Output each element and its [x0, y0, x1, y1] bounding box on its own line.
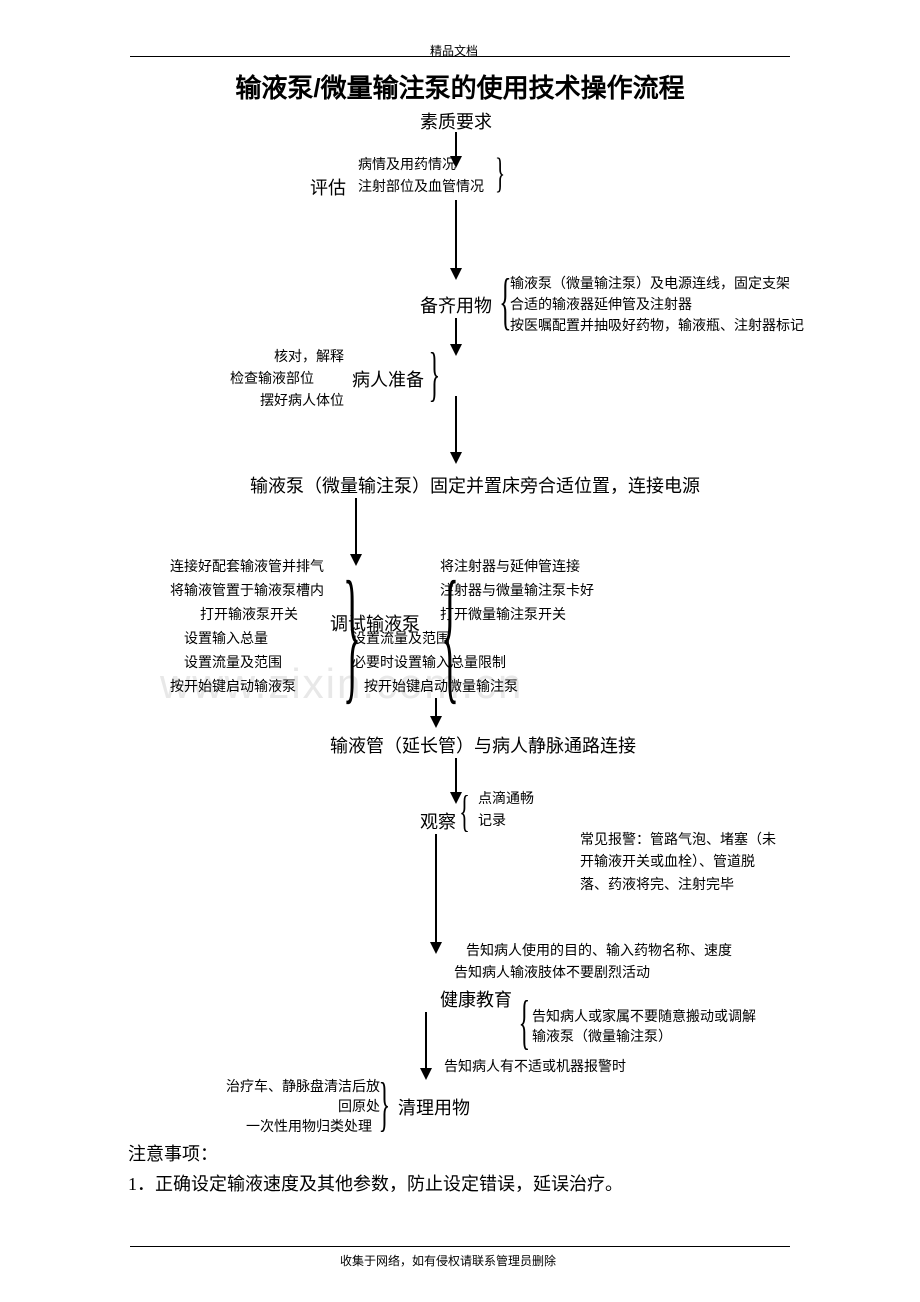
footer-text: 收集于网络，如有侵权请联系管理员删除 — [340, 1252, 556, 1269]
edu-item-1: 告知病人输液肢体不要剧烈活动 — [454, 964, 650, 984]
tune-r-2: 打开微量输注泵开关 — [440, 606, 566, 626]
node-observe: 观察 — [420, 808, 456, 834]
brace-edu: { — [519, 988, 531, 1057]
notes-heading: 注意事项： — [128, 1140, 623, 1166]
obs-item-1: 记录 — [478, 812, 506, 832]
arrow-4 — [455, 396, 457, 454]
tune-l-4: 设置流量及范围 — [184, 654, 282, 674]
arrow-4-head — [450, 452, 462, 464]
arrow-3 — [455, 318, 457, 346]
patient-item-2: 摆好病人体位 — [260, 392, 344, 412]
assess-item-0: 病情及用药情况 — [358, 156, 456, 176]
tune-l-5: 按开始键启动输液泵 — [170, 678, 296, 698]
edu-item-2: 告知病人或家属不要随意搬动或调解输液泵（微量输注泵） — [532, 1008, 762, 1047]
obs-item-0: 点滴通畅 — [478, 790, 534, 810]
tune-r-3: 设置流量及范围 — [352, 630, 450, 650]
arrow-6 — [435, 698, 437, 718]
node-patient-prep: 病人准备 — [352, 366, 424, 392]
brace-patient: } — [429, 340, 441, 409]
tune-r-0: 将注射器与延伸管连接 — [440, 558, 580, 578]
tune-r-1: 注射器与微量输注泵卡好 — [440, 582, 594, 602]
arrow-6-head — [430, 716, 442, 728]
notes-section: 注意事项： 1．正确设定输液速度及其他参数，防止设定错误，延误治疗。 — [128, 1140, 623, 1200]
node-assess: 评估 — [310, 174, 346, 200]
node-fix-position: 输液泵（微量输注泵）固定并置床旁合适位置，连接电源 — [250, 472, 700, 498]
tune-r-5: 按开始键启动微量输注泵 — [364, 678, 518, 698]
patient-item-0: 核对，解释 — [274, 348, 344, 368]
tune-l-2: 打开输液泵开关 — [200, 606, 298, 626]
node-prepare-items: 备齐用物 — [420, 292, 492, 318]
notes-item-1: 1．正确设定输液速度及其他参数，防止设定错误，延误治疗。 — [128, 1170, 623, 1196]
arrow-9-head — [420, 1068, 432, 1080]
obs-alert: 常见报警：管路气泡、堵塞（未开输液开关或血栓）、管道脱落、药液将完、注射完毕 — [580, 830, 780, 897]
arrow-1 — [455, 132, 457, 158]
arrow-2-head — [450, 268, 462, 280]
arrow-3-head — [450, 344, 462, 356]
tune-l-1: 将输液管置于输液泵槽内 — [170, 582, 324, 602]
edu-item-3: 告知病人有不适或机器报警时 — [444, 1058, 626, 1078]
page-title: 输液泵/微量输注泵的使用技术操作流程 — [200, 68, 720, 105]
clean-item-0: 治疗车、静脉盘清洁后放回原处 — [220, 1078, 380, 1117]
arrow-8 — [435, 834, 437, 944]
node-connect: 输液管（延长管）与病人静脉通路连接 — [330, 732, 636, 758]
arrow-8-head — [430, 942, 442, 954]
arrow-7 — [455, 758, 457, 794]
node-education: 健康教育 — [440, 986, 512, 1012]
header-label: 精品文档 — [430, 42, 478, 59]
brace-assess: } — [495, 150, 505, 198]
assess-item-1: 注射部位及血管情况 — [358, 178, 484, 198]
tune-l-3: 设置输入总量 — [184, 630, 268, 650]
prep-item-2: 按医嘱配置并抽吸好药物，输液瓶、注射器标记 — [510, 317, 804, 337]
brace-clean: } — [379, 1070, 391, 1139]
edu-item-0: 告知病人使用的目的、输入药物名称、速度 — [466, 942, 732, 962]
prep-item-1: 合适的输液器延伸管及注射器 — [510, 296, 692, 316]
patient-item-1: 检查输液部位 — [230, 370, 314, 390]
tune-l-0: 连接好配套输液管并排气 — [170, 558, 324, 578]
node-clean: 清理用物 — [398, 1094, 470, 1120]
arrow-2 — [455, 200, 457, 270]
node-quality: 素质要求 — [420, 108, 492, 134]
prep-item-0: 输液泵（微量输注泵）及电源连线，固定支架 — [510, 275, 790, 295]
tune-r-4: 必要时设置输入总量限制 — [352, 654, 506, 674]
clean-item-1: 一次性用物归类处理 — [246, 1118, 372, 1138]
arrow-9 — [425, 1012, 427, 1070]
brace-obs: { — [459, 786, 470, 837]
footer-rule — [130, 1246, 790, 1247]
